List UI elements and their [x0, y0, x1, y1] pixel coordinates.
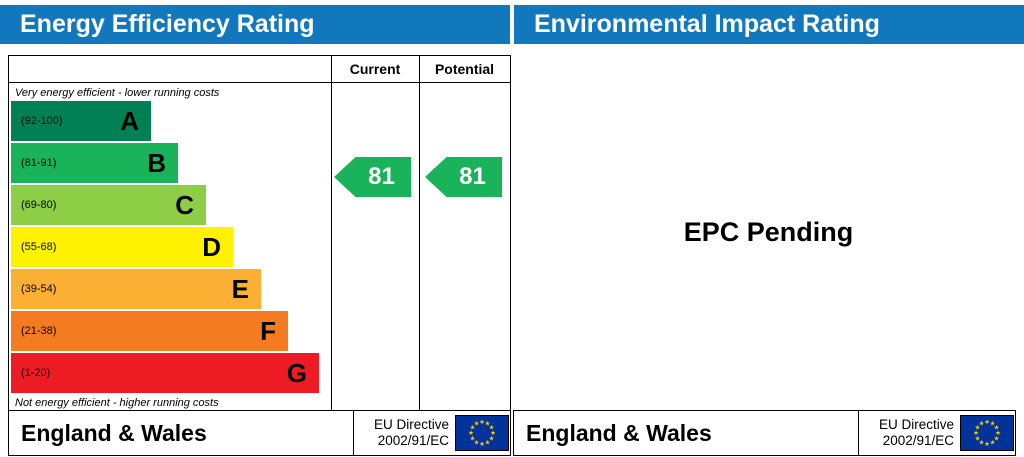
eu-directive-line1: EU Directive	[373, 417, 449, 432]
band-letter-label: E	[231, 273, 249, 304]
environmental-impact-title: Environmental Impact Rating	[534, 10, 880, 38]
rating-band-g: (1-20) G	[11, 353, 319, 393]
svg-text:★: ★	[489, 436, 495, 443]
eu-directive-line2: 2002/91/EC	[882, 433, 954, 448]
band-range-label: (81-91)	[21, 157, 57, 169]
current-rating-arrow: 81	[334, 157, 411, 197]
top-note: Very energy efficient - lower running co…	[15, 87, 220, 99]
band-range-label: (69-80)	[21, 199, 57, 211]
environmental-chart-footer: England & Wales EU Directive 2002/91/EC ★…	[513, 410, 1016, 456]
eu-flag-icon: ★ ★★★★★★★★★★★	[455, 415, 509, 451]
eu-directive-line2: 2002/91/EC	[377, 433, 449, 448]
energy-efficiency-title: Energy Efficiency Rating	[20, 10, 315, 38]
svg-text:★: ★	[990, 421, 996, 428]
rating-band-c: (69-80) C	[11, 185, 206, 225]
band-letter-label: G	[286, 357, 307, 388]
environmental-impact-panel: EPC Pending	[513, 55, 1024, 410]
band-range-label: (39-54)	[21, 283, 57, 295]
band-range-label: (21-38)	[21, 325, 57, 337]
band-letter-label: F	[260, 315, 276, 346]
svg-text:★: ★	[485, 421, 491, 428]
rating-band-b: (81-91) B	[11, 143, 178, 183]
band-letter-label: B	[147, 147, 166, 178]
svg-text:★: ★	[994, 425, 1000, 432]
eu-directive-label: EU Directive 2002/91/EC	[862, 417, 954, 449]
svg-text:★: ★	[468, 430, 474, 437]
eu-flag-icon: ★ ★★★★★★★★★★★	[960, 415, 1014, 451]
svg-text:★: ★	[474, 421, 480, 428]
svg-text:★: ★	[479, 441, 485, 448]
current-rating-value: 81	[368, 163, 395, 190]
eu-directive-line1: EU Directive	[878, 417, 954, 432]
energy-efficiency-chart: Current Potential Very energy efficient …	[8, 55, 511, 411]
rating-band-a: (92-100) A	[11, 101, 151, 141]
svg-text:★: ★	[485, 440, 491, 447]
energy-efficiency-header: Energy Efficiency Rating	[0, 5, 510, 44]
bottom-note: Not energy efficient - higher running co…	[15, 397, 219, 409]
svg-text:★: ★	[474, 440, 480, 447]
rating-band-f: (21-38) F	[11, 311, 288, 351]
svg-text:★: ★	[984, 419, 990, 426]
band-letter-label: A	[120, 105, 139, 136]
potential-column-header: Potential	[434, 61, 495, 77]
potential-rating-arrow: 81	[425, 157, 502, 197]
footer-divider	[353, 411, 354, 455]
svg-text:★: ★	[479, 419, 485, 426]
svg-text:★: ★	[470, 436, 476, 443]
rating-band-d: (55-68) D	[11, 227, 233, 267]
svg-text:★: ★	[984, 441, 990, 448]
svg-text:★: ★	[994, 436, 1000, 443]
potential-rating-value: 81	[459, 163, 486, 190]
current-column-header: Current	[349, 61, 401, 77]
header-row-divider	[9, 82, 510, 83]
svg-text:★: ★	[995, 430, 1001, 437]
band-letter-label: C	[175, 189, 194, 220]
svg-text:★: ★	[470, 425, 476, 432]
environmental-impact-header: Environmental Impact Rating	[514, 5, 1024, 44]
region-label: England & Wales	[526, 419, 712, 446]
region-label: England & Wales	[21, 419, 207, 446]
band-range-label: (92-100)	[21, 115, 63, 127]
svg-text:★: ★	[979, 421, 985, 428]
svg-text:★: ★	[975, 436, 981, 443]
svg-text:★: ★	[489, 425, 495, 432]
eu-directive-label: EU Directive 2002/91/EC	[357, 417, 449, 449]
rating-band-e: (39-54) E	[11, 269, 261, 309]
svg-text:★: ★	[979, 440, 985, 447]
svg-text:★: ★	[975, 425, 981, 432]
svg-text:★: ★	[990, 440, 996, 447]
rating-bands: (92-100) A (81-91) B (69-80) C (55-68) D (39-54)…	[11, 101, 319, 395]
footer-divider	[858, 411, 859, 455]
energy-chart-footer: England & Wales EU Directive 2002/91/EC ★…	[8, 410, 511, 456]
current-column-divider	[331, 56, 332, 410]
potential-column-divider	[419, 56, 420, 410]
band-range-label: (55-68)	[21, 241, 57, 253]
band-letter-label: D	[202, 231, 221, 262]
band-range-label: (1-20)	[21, 367, 51, 379]
svg-text:★: ★	[490, 430, 496, 437]
svg-text:★: ★	[973, 430, 979, 437]
epc-pending-text: EPC Pending	[683, 217, 854, 247]
